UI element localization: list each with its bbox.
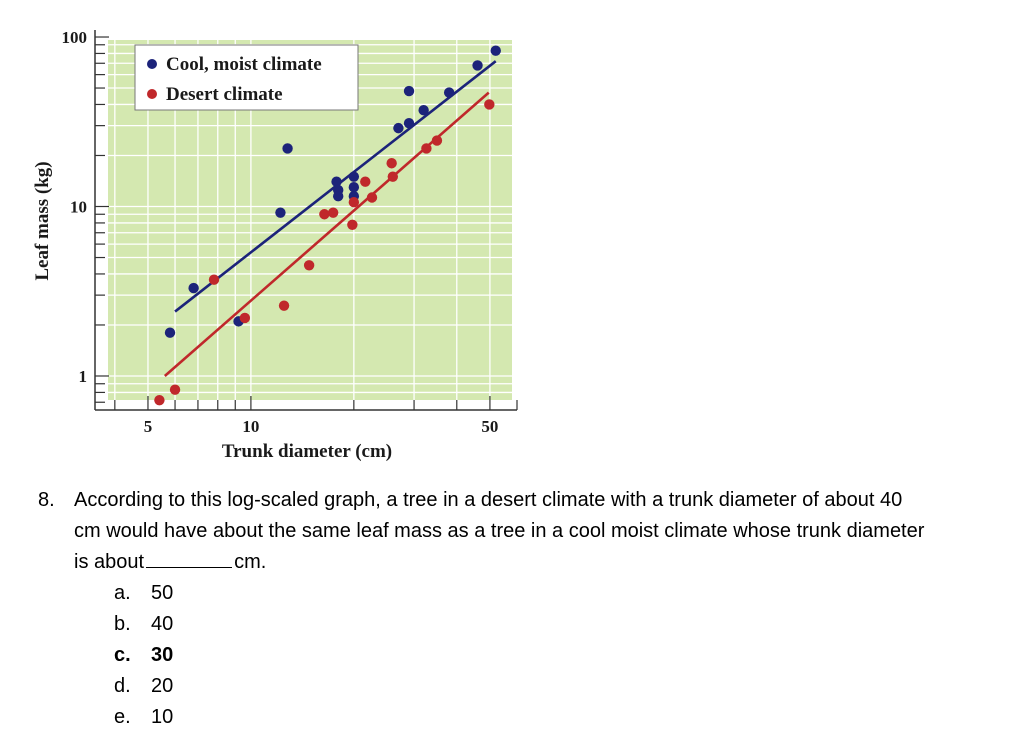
x-tick-label: 10 bbox=[242, 417, 259, 436]
data-point-cool-moist bbox=[348, 181, 360, 193]
question-line-1: According to this log-scaled graph, a tr… bbox=[74, 489, 903, 511]
data-point-desert bbox=[154, 394, 165, 406]
choice-label: b. bbox=[114, 613, 131, 635]
data-point-cool-moist bbox=[393, 122, 404, 134]
question-text: 8. According to this log-scaled graph, a… bbox=[38, 485, 998, 578]
data-point-desert bbox=[347, 219, 358, 230]
legend-box bbox=[134, 44, 359, 111]
data-point-cool-moist bbox=[188, 282, 199, 294]
data-point-desert bbox=[278, 300, 290, 311]
question-line-3-start: is about bbox=[74, 551, 145, 573]
data-point-desert bbox=[387, 171, 399, 182]
data-point-desert bbox=[208, 274, 220, 285]
data-point-desert bbox=[348, 197, 360, 208]
choice-label: a. bbox=[114, 582, 131, 604]
data-point-desert bbox=[366, 192, 378, 203]
data-point-cool-moist bbox=[490, 45, 501, 56]
legend-marker-desert bbox=[147, 89, 157, 99]
question-block: 8. According to this log-scaled graph, a… bbox=[38, 485, 998, 733]
x-tick-label: 50 bbox=[481, 417, 498, 436]
data-point-cool-moist bbox=[348, 171, 360, 182]
data-point-cool-moist bbox=[443, 87, 455, 98]
scatter-chart: 1 10 100 5 10 50 Cool, moist climate Desert c… bbox=[32, 28, 518, 462]
y-tick-label: 100 bbox=[62, 28, 88, 47]
data-point-desert bbox=[386, 158, 397, 169]
data-point-cool-moist bbox=[403, 85, 415, 97]
y-axis-label: Leaf mass (kg) bbox=[32, 161, 53, 280]
choice-b: b. 40 bbox=[38, 609, 998, 640]
choice-label: d. bbox=[114, 675, 131, 697]
legend-marker-cool-moist bbox=[147, 59, 157, 69]
data-point-desert bbox=[360, 176, 371, 187]
data-point-desert bbox=[421, 143, 432, 154]
answer-blank bbox=[146, 548, 233, 568]
data-point-desert bbox=[484, 99, 495, 110]
data-point-cool-moist bbox=[275, 207, 286, 218]
choice-c: c. 30 bbox=[38, 640, 998, 671]
data-point-desert bbox=[239, 312, 251, 324]
legend-label-desert: Desert climate bbox=[166, 84, 283, 105]
data-point-cool-moist bbox=[418, 104, 429, 116]
choice-label: c. bbox=[114, 644, 131, 666]
data-point-desert bbox=[431, 135, 443, 146]
data-point-cool-moist bbox=[282, 143, 293, 154]
choice-d: d. 20 bbox=[38, 671, 998, 702]
data-point-cool-moist bbox=[403, 118, 415, 129]
choice-label: e. bbox=[114, 706, 131, 728]
y-tick-label: 10 bbox=[70, 198, 87, 217]
x-axis-label: Trunk diameter (cm) bbox=[222, 441, 392, 462]
data-point-cool-moist bbox=[332, 191, 344, 202]
choice-e: e. 10 bbox=[38, 702, 998, 733]
legend-label-cool-moist: Cool, moist climate bbox=[166, 54, 322, 75]
data-point-cool-moist bbox=[164, 327, 176, 338]
chart-legend: Cool, moist climate Desert climate bbox=[134, 44, 359, 111]
data-point-desert bbox=[169, 384, 181, 395]
choice-value: 20 bbox=[151, 675, 174, 697]
data-point-desert bbox=[327, 207, 339, 218]
choice-value: 50 bbox=[151, 582, 174, 604]
question-line-3-end: cm. bbox=[234, 551, 267, 573]
question-line-3: is about cm. bbox=[74, 547, 998, 578]
data-point-desert bbox=[319, 209, 330, 220]
answer-choices: a. 50 b. 40 c. 30 d. 20 e. 10 bbox=[38, 578, 998, 733]
question-number: 8. bbox=[38, 489, 55, 511]
choice-value: 30 bbox=[151, 644, 174, 666]
y-tick-label: 1 bbox=[79, 367, 88, 386]
choice-value: 10 bbox=[151, 706, 174, 728]
data-point-desert bbox=[303, 260, 315, 271]
choice-value: 40 bbox=[151, 613, 174, 635]
data-point-cool-moist bbox=[472, 60, 483, 71]
choice-a: a. 50 bbox=[38, 578, 998, 609]
question-line-2: cm would have about the same leaf mass a… bbox=[74, 520, 925, 542]
data-point-cool-moist bbox=[331, 176, 342, 187]
x-tick-label: 5 bbox=[144, 417, 153, 436]
